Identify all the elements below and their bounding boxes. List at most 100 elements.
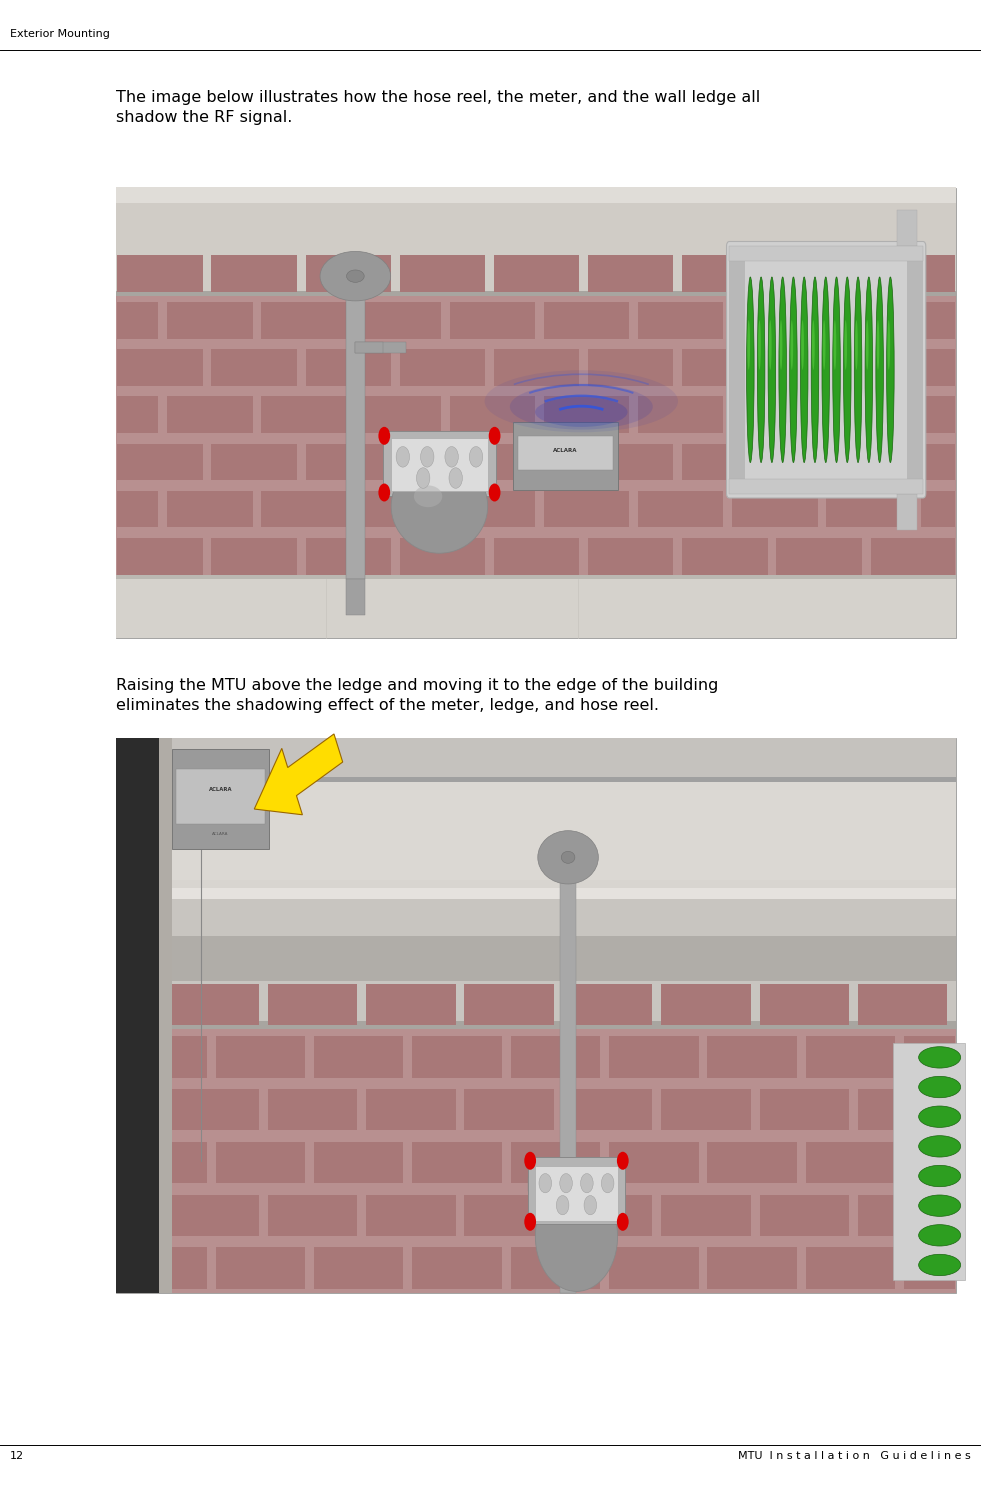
Text: ACLARA: ACLARA (209, 786, 232, 792)
Ellipse shape (561, 852, 575, 864)
Bar (904, 1142, 955, 1184)
Bar (314, 1036, 403, 1077)
Bar (314, 1248, 403, 1288)
Ellipse shape (918, 1254, 960, 1275)
Bar (638, 303, 723, 339)
Circle shape (581, 1173, 594, 1192)
Bar (118, 444, 202, 480)
Bar (170, 1089, 259, 1131)
Bar (116, 777, 956, 783)
Bar (412, 1142, 502, 1184)
Ellipse shape (854, 278, 862, 462)
Bar (305, 538, 390, 574)
Bar (920, 303, 955, 339)
Bar (261, 303, 346, 339)
Bar (609, 1036, 698, 1077)
Bar (528, 1156, 625, 1224)
Bar (563, 1194, 652, 1236)
Bar (559, 864, 577, 1293)
Bar (920, 490, 955, 528)
Circle shape (489, 427, 500, 445)
Bar (661, 1194, 750, 1236)
Bar (118, 538, 202, 574)
Circle shape (539, 1173, 551, 1192)
Bar (172, 748, 269, 849)
Bar (870, 444, 955, 480)
Ellipse shape (800, 278, 808, 462)
Bar (870, 255, 955, 292)
Bar (730, 246, 923, 261)
Bar (894, 1042, 965, 1280)
Bar (268, 984, 357, 1024)
Text: The image below illustrates how the hose reel, the meter, and the wall ledge all: The image below illustrates how the hose… (116, 90, 760, 126)
Ellipse shape (888, 321, 890, 370)
Bar (211, 444, 296, 480)
Bar (907, 246, 923, 494)
Bar (826, 396, 911, 433)
Bar (588, 538, 673, 574)
Bar (116, 579, 956, 638)
Bar (543, 490, 629, 528)
Bar (904, 1248, 955, 1288)
Bar (118, 1194, 161, 1236)
Circle shape (417, 468, 430, 489)
Bar (543, 396, 629, 433)
Bar (116, 188, 956, 291)
Bar (609, 1142, 698, 1184)
Bar (511, 1036, 600, 1077)
Bar (493, 538, 579, 574)
Bar (399, 538, 485, 574)
Ellipse shape (414, 486, 442, 507)
Bar (118, 1089, 161, 1131)
Ellipse shape (866, 321, 868, 370)
Circle shape (617, 1152, 629, 1170)
Bar (682, 350, 767, 386)
Bar (759, 984, 850, 1024)
Bar (661, 984, 750, 1024)
Bar (305, 444, 390, 480)
Ellipse shape (811, 278, 819, 462)
Bar (826, 490, 911, 528)
Bar (563, 1089, 652, 1131)
Bar (858, 1194, 948, 1236)
Bar (211, 538, 296, 574)
Bar (167, 490, 252, 528)
Circle shape (524, 1152, 536, 1170)
Circle shape (396, 447, 409, 466)
Bar (118, 303, 158, 339)
Text: ACLARA: ACLARA (553, 448, 578, 453)
Ellipse shape (320, 252, 390, 302)
Bar (535, 1166, 618, 1221)
Bar (268, 1194, 357, 1236)
Bar (116, 188, 956, 638)
Bar (638, 490, 723, 528)
Bar (261, 396, 346, 433)
Bar (511, 1248, 600, 1288)
Bar (355, 303, 440, 339)
Bar (563, 984, 652, 1024)
Bar (116, 738, 956, 888)
Bar (118, 1248, 207, 1288)
Bar (399, 255, 485, 292)
Ellipse shape (758, 321, 761, 370)
Ellipse shape (790, 278, 798, 462)
Ellipse shape (391, 459, 488, 554)
Text: ACLARA: ACLARA (212, 833, 229, 836)
Bar (805, 1036, 896, 1077)
Bar (732, 303, 817, 339)
Ellipse shape (834, 321, 836, 370)
Bar (588, 444, 673, 480)
Bar (216, 1142, 305, 1184)
Ellipse shape (748, 321, 750, 370)
Ellipse shape (791, 321, 794, 370)
Ellipse shape (780, 321, 783, 370)
Bar (305, 350, 390, 386)
Ellipse shape (865, 278, 873, 462)
Ellipse shape (876, 278, 883, 462)
Bar (211, 350, 296, 386)
Bar (118, 350, 202, 386)
Bar (366, 1194, 455, 1236)
Bar (776, 538, 861, 574)
Bar (513, 422, 618, 490)
Ellipse shape (918, 1047, 960, 1068)
